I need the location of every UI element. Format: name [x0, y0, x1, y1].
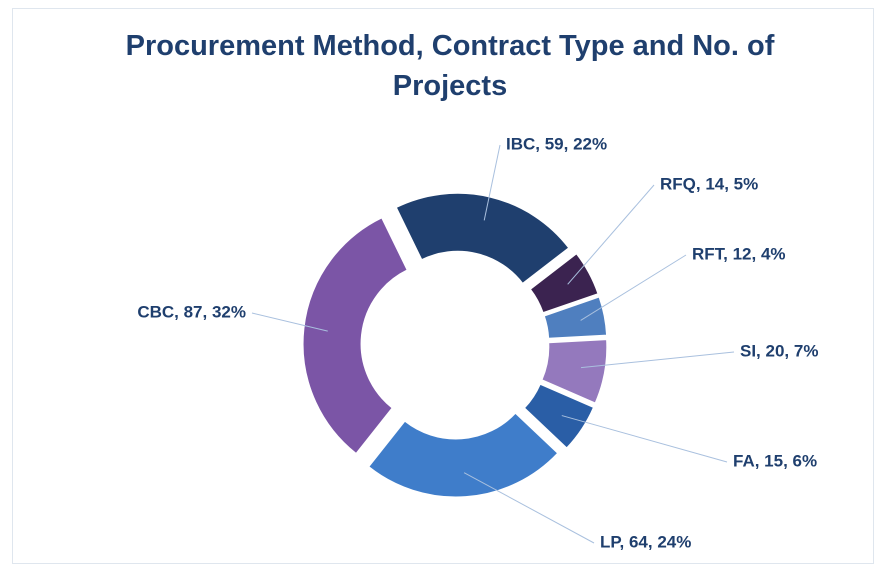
leader-line	[463, 472, 595, 544]
data-label: SI, 20, 7%	[740, 341, 818, 360]
leader-line	[251, 312, 328, 332]
data-label: FA, 15, 6%	[733, 451, 817, 470]
data-label: CBC, 87, 32%	[137, 302, 246, 321]
chart-title: Procurement Method, Contract Type and No…	[125, 30, 775, 102]
data-label: RFT, 12, 4%	[692, 244, 786, 263]
donut-slice	[368, 412, 559, 498]
donut-slice	[302, 217, 408, 455]
donut-slice	[541, 339, 608, 404]
leader-line	[561, 415, 728, 463]
data-label: RFQ, 14, 5%	[660, 174, 758, 193]
leader-line	[580, 351, 735, 369]
leader-line	[580, 254, 687, 321]
leader-line	[567, 184, 655, 285]
data-label: IBC, 59, 22%	[506, 134, 607, 153]
donut-slice	[543, 296, 608, 339]
donut-slice	[395, 192, 570, 284]
chart-frame	[12, 8, 874, 564]
donut-slice	[523, 383, 595, 449]
leader-line	[483, 144, 501, 221]
data-label: LP, 64, 24%	[600, 532, 691, 551]
